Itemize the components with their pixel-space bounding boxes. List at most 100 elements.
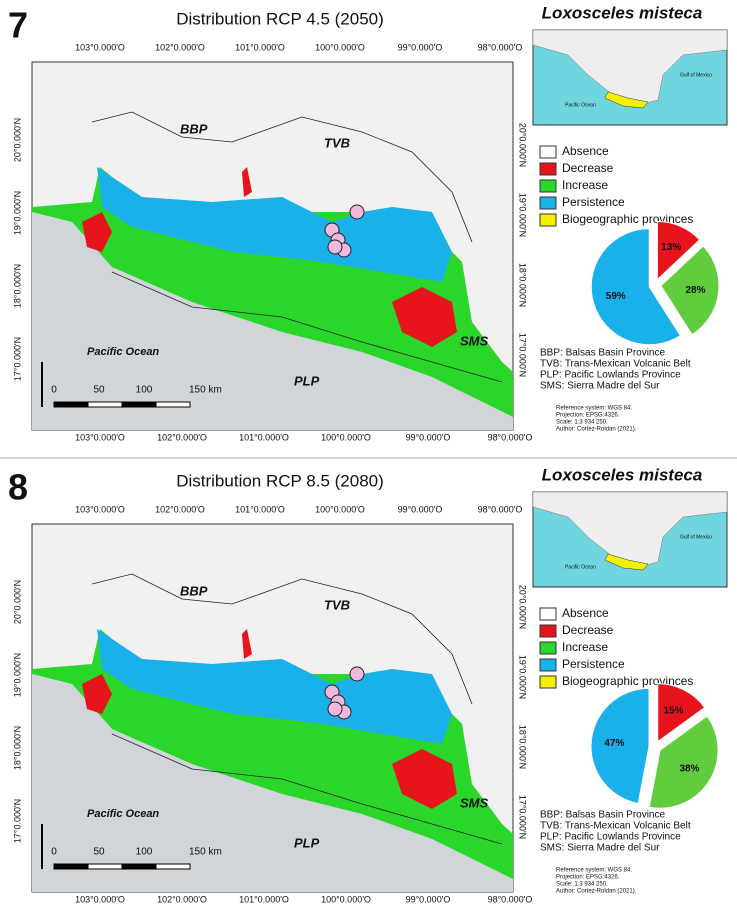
map-metadata: Author: Cortez-Roldan (2021). bbox=[556, 427, 637, 433]
legend-swatch bbox=[539, 196, 557, 210]
scale-segment bbox=[155, 401, 191, 408]
longitude-label: 102°0.000'O bbox=[157, 894, 207, 904]
pie-slice bbox=[657, 683, 706, 743]
pie-slice bbox=[590, 687, 650, 804]
map-label: TVB bbox=[324, 597, 350, 612]
map-title: Distribution RCP 8.5 (2080) bbox=[176, 471, 384, 490]
decrease-area bbox=[242, 167, 252, 197]
legend-swatch bbox=[539, 658, 557, 672]
inset-study-area bbox=[604, 553, 649, 571]
longitude-label: 103°0.000'O bbox=[75, 42, 125, 52]
scale-label: 150 km bbox=[189, 847, 222, 858]
persistence-area bbox=[97, 167, 452, 282]
legend-label: Increase bbox=[562, 640, 608, 654]
longitude-label: 98°0.000'O bbox=[478, 504, 523, 514]
panel: 7 Distribution RCP 4.5 (2050) Loxosceles m… bbox=[8, 3, 728, 442]
pie-value-label: 15% bbox=[664, 705, 684, 716]
map-label: TVB bbox=[324, 135, 350, 150]
pie-value-label: 38% bbox=[679, 764, 699, 775]
panel-number: 8 bbox=[8, 467, 28, 508]
legend-swatch bbox=[539, 641, 557, 655]
longitude-label: 98°0.000'O bbox=[488, 894, 533, 904]
latitude-label: 17°0.000'N bbox=[12, 337, 22, 381]
legend-swatch bbox=[539, 213, 557, 227]
map-metadata: Scale: 1:3 934 250. bbox=[556, 420, 608, 426]
map-label: BBP bbox=[180, 583, 208, 598]
pie-slice bbox=[660, 245, 720, 336]
inset-land bbox=[532, 491, 728, 568]
map-metadata: Scale: 1:3 934 250. bbox=[556, 882, 608, 888]
province-boundary bbox=[91, 573, 473, 705]
longitude-label: 99°0.000'O bbox=[406, 894, 451, 904]
latitude-label: 18°0.000'N bbox=[518, 725, 528, 769]
inset-label: Gulf of Mexico bbox=[680, 534, 712, 540]
province-boundary bbox=[111, 733, 503, 845]
abbreviation: BBP: Balsas Basin Province bbox=[540, 348, 665, 359]
longitude-label: 102°0.000'O bbox=[155, 504, 205, 514]
latitude-label: 20°0.000'N bbox=[518, 123, 528, 167]
legend-label: Decrease bbox=[562, 161, 614, 175]
scale-label: 100 bbox=[136, 385, 153, 396]
latitude-label: 17°0.000'N bbox=[518, 795, 528, 839]
latitude-label: 20°0.000'N bbox=[12, 580, 22, 624]
species-name: Loxosceles misteca bbox=[542, 3, 703, 22]
latitude-label: 20°0.000'N bbox=[518, 585, 528, 629]
latitude-label: 18°0.000'N bbox=[12, 726, 22, 770]
longitude-label: 101°0.000'O bbox=[235, 42, 285, 52]
decrease-area bbox=[82, 212, 112, 252]
scale-segment bbox=[53, 863, 89, 870]
abbreviation: PLP: Pacific Lowlands Province bbox=[540, 832, 681, 843]
latitude-label: 17°0.000'N bbox=[518, 333, 528, 377]
scale-label: 50 bbox=[93, 385, 105, 396]
province-boundary bbox=[111, 271, 503, 383]
abbreviation: TVB: Trans-Mexican Volcanic Belt bbox=[540, 359, 691, 370]
latitude-label: 19°0.000'N bbox=[518, 193, 528, 237]
longitude-label: 100°0.000'O bbox=[315, 504, 365, 514]
pie-slice bbox=[648, 715, 719, 809]
longitude-label: 101°0.000'O bbox=[239, 894, 289, 904]
longitude-label: 98°0.000'O bbox=[478, 42, 523, 52]
inset-label: Gulf of Mexico bbox=[680, 72, 712, 78]
abbreviation: SMS: Sierra Madre del Sur bbox=[540, 843, 660, 854]
scale-segment bbox=[121, 401, 157, 408]
legend-swatch bbox=[539, 607, 557, 621]
longitude-label: 103°0.000'O bbox=[75, 894, 125, 904]
map-label: Pacific Ocean bbox=[87, 346, 159, 358]
pie-value-label: 13% bbox=[661, 242, 681, 253]
abbreviation: BBP: Balsas Basin Province bbox=[540, 810, 665, 821]
longitude-label: 100°0.000'O bbox=[321, 432, 371, 442]
abbreviation: PLP: Pacific Lowlands Province bbox=[540, 370, 681, 381]
ocean bbox=[32, 212, 513, 430]
longitude-label: 102°0.000'O bbox=[155, 42, 205, 52]
latitude-label: 19°0.000'N bbox=[12, 191, 22, 235]
inset-study-area bbox=[604, 91, 649, 109]
species-name: Loxosceles misteca bbox=[542, 465, 703, 484]
map-label: Pacific Ocean bbox=[87, 808, 159, 820]
scale-label: 150 km bbox=[189, 385, 222, 396]
pie-value-label: 59% bbox=[606, 291, 626, 302]
legend-swatch bbox=[539, 624, 557, 638]
latitude-label: 17°0.000'N bbox=[12, 799, 22, 843]
legend-label: Absence bbox=[562, 606, 609, 620]
map-metadata: Projection: EPSG:4326. bbox=[556, 413, 620, 419]
scale-segment bbox=[53, 401, 89, 408]
map-title: Distribution RCP 4.5 (2050) bbox=[176, 9, 384, 28]
persistence-area bbox=[97, 629, 452, 744]
scale-label: 50 bbox=[93, 847, 105, 858]
record-point bbox=[327, 701, 343, 717]
decrease-area bbox=[82, 674, 112, 714]
legend-label: Increase bbox=[562, 178, 608, 192]
record-point bbox=[327, 239, 343, 255]
inset-label: Pacific Ocean bbox=[565, 102, 596, 108]
record-point bbox=[349, 666, 365, 682]
latitude-label: 19°0.000'N bbox=[518, 655, 528, 699]
legend-swatch bbox=[539, 179, 557, 193]
longitude-label: 103°0.000'O bbox=[75, 432, 125, 442]
longitude-label: 101°0.000'O bbox=[235, 504, 285, 514]
longitude-label: 100°0.000'O bbox=[321, 894, 371, 904]
inset-land bbox=[532, 29, 728, 106]
panel: 8 Distribution RCP 8.5 (2080) Loxosceles m… bbox=[8, 465, 728, 904]
legend-swatch bbox=[539, 145, 557, 159]
latitude-label: 18°0.000'N bbox=[518, 263, 528, 307]
decrease-area bbox=[242, 629, 252, 659]
